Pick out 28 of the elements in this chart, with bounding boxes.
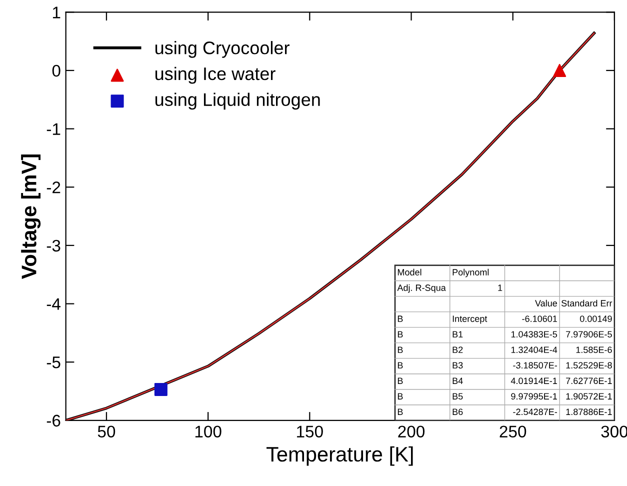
text: B B2 1.32404E-4 1.585E-6 <box>398 346 612 354</box>
x-axis-title: Temperature [K] <box>266 446 413 466</box>
text: B Intercept -6.10601 0.00149 <box>398 316 612 324</box>
y-tick-label: -1 <box>46 123 60 135</box>
y-tick-label: -4 <box>46 298 60 310</box>
legend-label: using Cryocooler <box>155 41 290 58</box>
text: Adj. R-Squa 1 <box>397 284 502 293</box>
text: B B3 -3.18507E- 1.52529E-8 <box>398 362 612 369</box>
x-tick-label: 150 <box>297 426 323 438</box>
text: B B6 -2.54287E- 1.87886E-1 <box>398 408 612 416</box>
y-tick-label: -2 <box>46 182 60 194</box>
y-tick-label: -5 <box>46 356 60 368</box>
legend-label: using Liquid nitrogen <box>155 92 320 110</box>
legend-label: using Ice water <box>155 66 276 84</box>
y-axis-title: Voltage [mV] <box>21 154 41 280</box>
y-tick-label: -3 <box>46 240 60 252</box>
text: B B1 1.04383E-5 7.97906E-5 <box>398 331 612 338</box>
annotation: Value Standard Err <box>535 300 612 306</box>
x-tick-label: 250 <box>500 426 526 438</box>
y-tick-label: 1 <box>52 6 60 18</box>
text: Model Polynoml <box>398 268 489 278</box>
y-tick-label: -6 <box>46 414 60 427</box>
text: B B5 9.97995E-1 1.90572E-1 <box>398 393 612 400</box>
y-tick-label: 0 <box>52 64 60 77</box>
x-tick-label: 200 <box>398 426 425 438</box>
x-tick-label: 50 <box>98 426 116 438</box>
text: B B4 4.01914E-1 7.62776E-1 <box>398 378 612 384</box>
x-tick-label: 100 <box>195 426 222 438</box>
